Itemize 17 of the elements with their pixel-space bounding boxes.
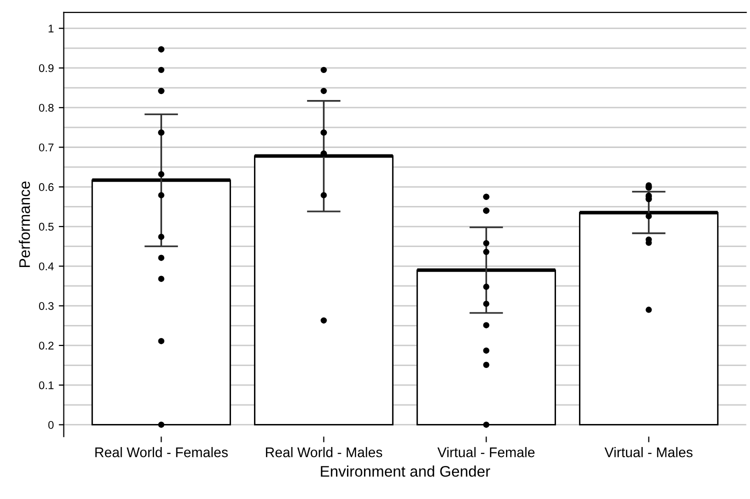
y-axis-title: Performance	[18, 181, 30, 268]
y-tick-label: 0.6	[39, 183, 54, 192]
y-tick-label: 0.8	[39, 104, 54, 112]
x-tick-label: Real World - Females	[95, 447, 228, 458]
x-tick-label: Virtual - Female	[437, 447, 535, 458]
y-tick-label: 0.9	[39, 64, 54, 72]
y-tick-label: 0	[48, 421, 54, 429]
y-tick-label: 0.4	[39, 262, 54, 270]
y-tick-label: 0.2	[39, 342, 54, 350]
y-tick-label: 0.1	[39, 381, 54, 390]
y-tick-label: 0.3	[39, 302, 54, 310]
x-axis-title: Environment and Gender	[320, 466, 490, 477]
x-tick-label: Virtual - Males	[604, 447, 693, 458]
y-tick-label: 1	[48, 24, 54, 32]
y-tick-label: 0.5	[39, 222, 54, 231]
y-tick-label: 0.7	[39, 144, 54, 152]
x-tick-label: Real World - Males	[266, 447, 382, 458]
